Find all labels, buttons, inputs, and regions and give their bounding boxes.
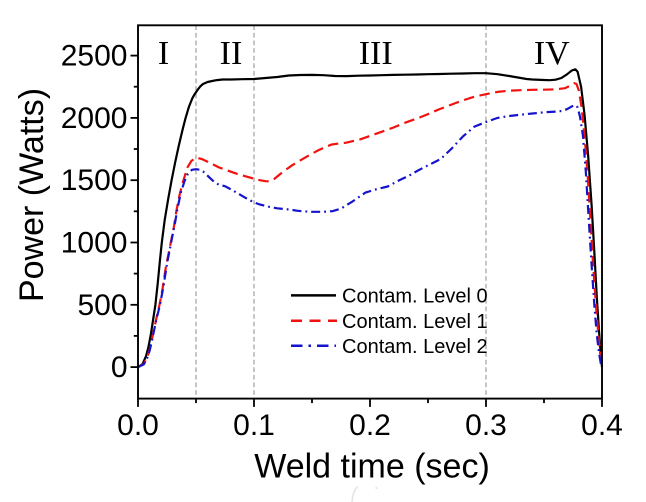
svg-text:1500: 1500 <box>61 164 128 197</box>
svg-text:Contam. Level 0: Contam. Level 0 <box>342 286 488 308</box>
svg-text:II: II <box>220 35 243 72</box>
svg-text:Power (Watts): Power (Watts) <box>13 88 51 302</box>
svg-text:I: I <box>158 35 169 72</box>
svg-text:1000: 1000 <box>61 227 128 260</box>
svg-text:Weld time (sec): Weld time (sec) <box>254 448 490 486</box>
svg-text:IV: IV <box>534 35 570 72</box>
svg-text:0.3: 0.3 <box>465 409 507 442</box>
svg-text:2500: 2500 <box>61 40 128 73</box>
svg-text:2000: 2000 <box>61 102 128 135</box>
svg-text:0.4: 0.4 <box>581 409 623 442</box>
svg-text:Contam. Level 2: Contam. Level 2 <box>342 336 488 358</box>
svg-text:500: 500 <box>77 289 127 322</box>
svg-text:Contam. Level 1: Contam. Level 1 <box>342 311 488 333</box>
svg-text:0.2: 0.2 <box>349 409 391 442</box>
svg-text:0.0: 0.0 <box>117 409 159 442</box>
svg-text:0: 0 <box>111 351 128 384</box>
svg-text:0.1: 0.1 <box>233 409 275 442</box>
svg-text:III: III <box>359 35 393 72</box>
